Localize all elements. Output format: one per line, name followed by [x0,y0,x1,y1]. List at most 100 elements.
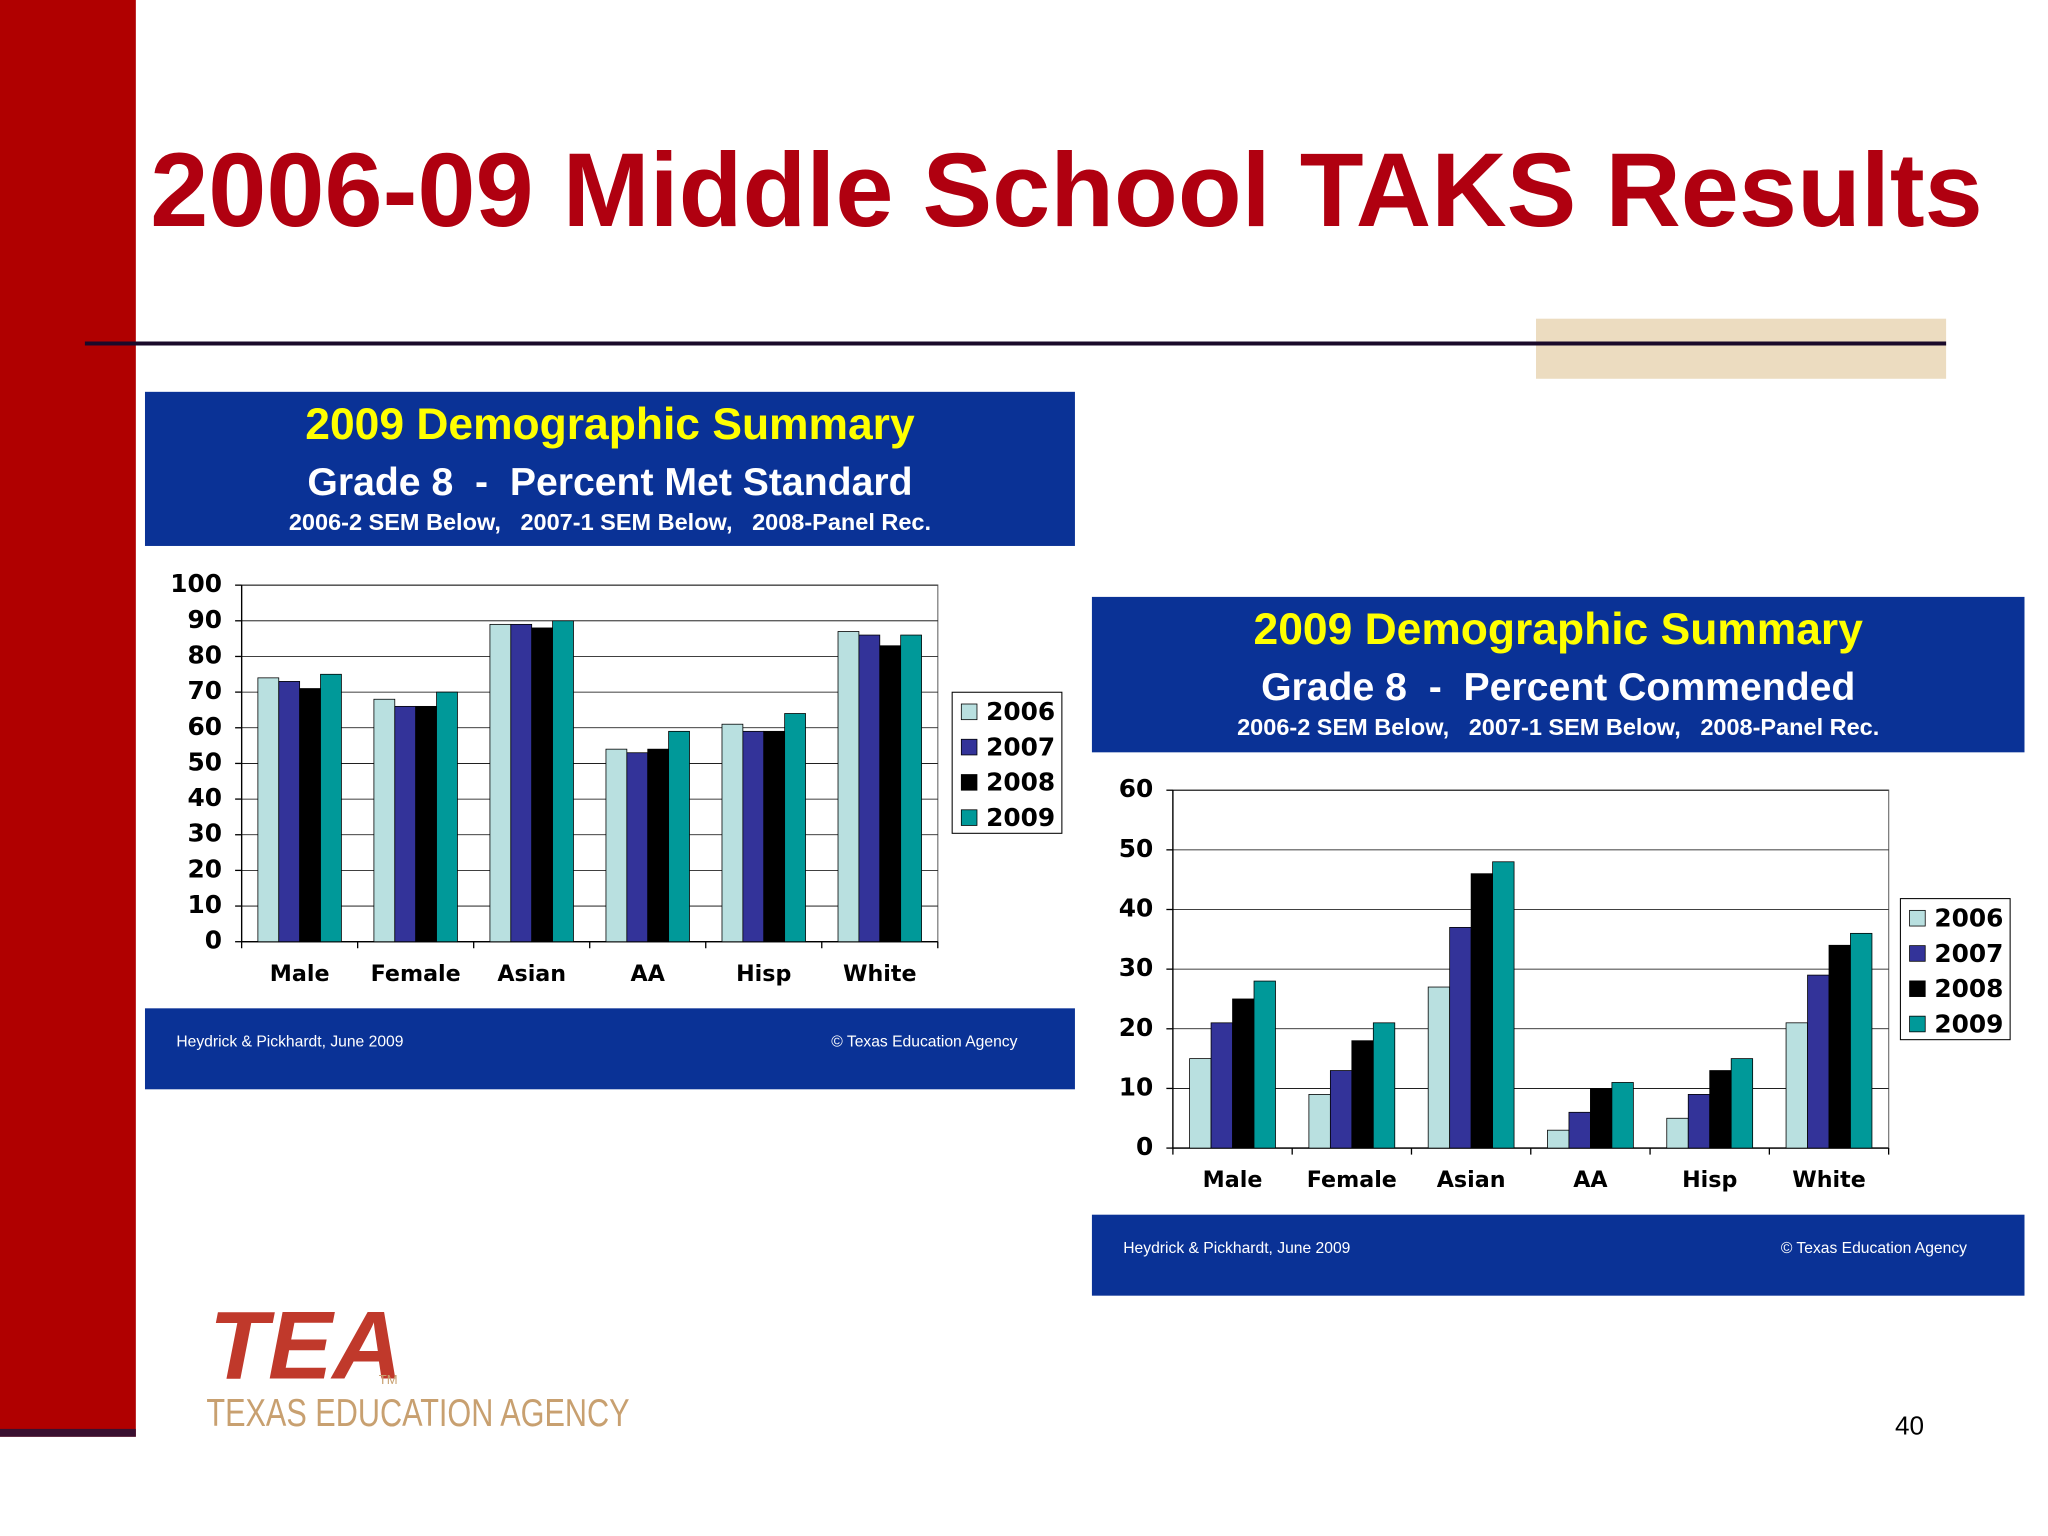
y-tick-label: 30 [1119,953,1154,982]
footer-right: © Texas Education Agency [1781,1240,1967,1257]
x-tick-label: Male [270,961,330,987]
bar [552,620,574,943]
bar [647,748,670,943]
chart-header [1091,596,2025,753]
bar [1547,1129,1570,1149]
bar [531,627,553,943]
bar [1611,1082,1634,1149]
bar [668,730,690,943]
y-tick-label: 70 [188,676,223,705]
y-tick-label: 50 [1119,834,1154,863]
chart-title: 2009 Demographic Summary [305,400,915,449]
chart-subtitle: Grade 8 - Percent Commended [1261,666,1855,709]
bar [436,691,458,943]
x-tick-label: Hisp [1682,1167,1737,1193]
x-tick-label: Asian [1437,1167,1506,1193]
x-tick-label: Asian [497,961,566,987]
logo-trademark: TM [379,1372,398,1387]
side-bar [0,0,136,1437]
footer-left: Heydrick & Pickhardt, June 2009 [176,1033,403,1050]
bar [626,752,649,943]
page-number: 40 [1895,1410,1924,1440]
x-tick-label: Female [1307,1167,1397,1193]
legend-label: 2008 [1934,974,2003,1003]
y-tick-label: 60 [1119,774,1154,803]
footer-right: © Texas Education Agency [831,1033,1017,1050]
legend-label: 2006 [986,697,1055,726]
chart-title: 2009 Demographic Summary [1254,605,1864,654]
chart-header [144,391,1075,546]
x-tick-label: AA [631,961,666,987]
y-tick-label: 0 [205,926,222,955]
logo-mark: TEA [209,1293,402,1400]
chart-footer [144,1008,1075,1090]
legend-swatch [1909,909,1926,927]
bar [278,681,301,943]
bar [900,634,922,943]
bar [1785,1022,1808,1149]
bar [394,705,417,943]
bar [489,623,512,943]
chart-footer [1091,1214,2025,1296]
bar [1687,1094,1711,1149]
legend-swatch [1909,1015,1926,1033]
y-tick-label: 30 [188,819,223,848]
y-tick-label: 50 [188,747,223,776]
bar [510,623,533,943]
bar [1449,926,1472,1149]
legend-swatch [960,774,978,791]
legend-swatch [960,703,978,721]
x-tick-label: Female [371,961,461,987]
bar [1850,932,1873,1149]
bar [1730,1058,1754,1149]
y-tick-label: 20 [1119,1013,1154,1042]
y-tick-label: 40 [188,783,223,812]
footer-left: Heydrick & Pickhardt, June 2009 [1123,1240,1350,1257]
bar [1492,861,1515,1149]
legend-swatch [960,809,978,826]
chart-note: 2006-2 SEM Below, 2007-1 SEM Below, 2008… [1237,714,1879,740]
bar [299,688,321,943]
bar [320,673,342,943]
bar [1470,873,1493,1149]
bar [1210,1022,1233,1149]
bar [742,730,765,943]
y-tick-label: 60 [188,712,223,741]
side-bar-base [0,1428,136,1437]
legend-label: 2009 [1934,1009,2003,1038]
legend-label: 2007 [986,732,1055,761]
y-tick-label: 10 [188,890,223,919]
bar [1351,1040,1374,1149]
y-tick-label: 40 [1119,893,1154,922]
accent-block [1536,318,1947,379]
bar [1709,1070,1732,1149]
bar [784,713,806,943]
bar [1329,1070,1353,1149]
y-tick-label: 20 [188,854,223,883]
legend-label: 2007 [1934,939,2003,968]
bar [721,723,744,943]
legend-label: 2006 [1934,904,2003,933]
bar [1189,1058,1212,1149]
chart-subtitle: Grade 8 - Percent Met Standard [307,461,912,504]
bar [879,645,902,943]
y-tick-label: 90 [188,605,223,634]
x-tick-label: White [843,961,917,987]
bar [1253,980,1276,1149]
bar [257,677,280,943]
legend-swatch [960,738,978,756]
bar [1427,986,1451,1149]
bar [605,748,628,943]
y-tick-label: 0 [1136,1132,1153,1161]
bar [1232,998,1255,1149]
y-tick-label: 100 [170,569,222,598]
slide-title: 2006-09 Middle School TAKS Results [150,132,1983,249]
y-tick-label: 10 [1119,1072,1154,1101]
bar [858,634,881,943]
bar [1666,1117,1689,1149]
bar [1308,1094,1331,1149]
x-tick-label: AA [1573,1167,1608,1193]
legend-swatch [1909,980,1926,997]
legend-swatch [1909,945,1926,962]
